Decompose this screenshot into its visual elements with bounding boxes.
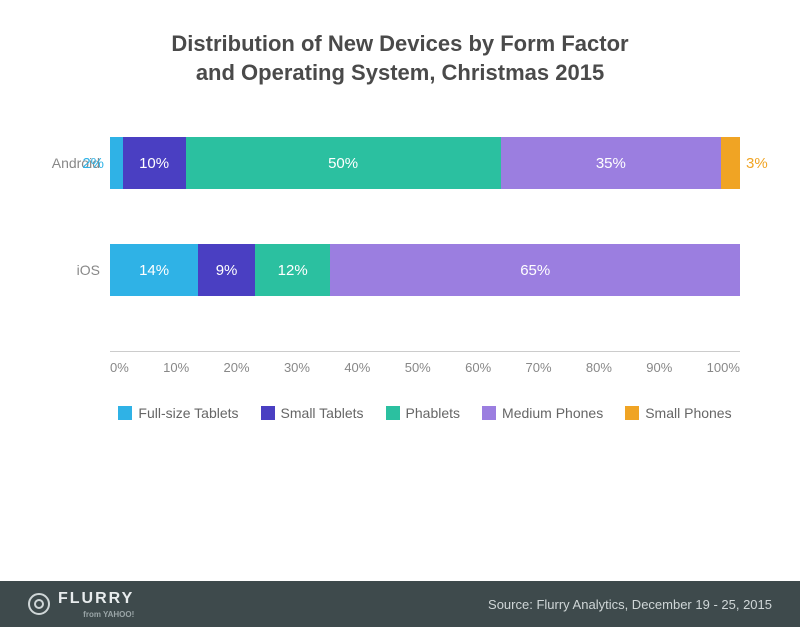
bar-segment: 65% (330, 244, 740, 296)
bar-segment: 3% (721, 137, 740, 189)
x-axis-tick: 40% (344, 360, 370, 375)
legend-label: Small Phones (645, 405, 731, 421)
x-axis-tick: 10% (163, 360, 189, 375)
segment-value-label: 35% (596, 155, 626, 172)
source-text: Source: Flurry Analytics, December 19 - … (488, 597, 772, 612)
stacked-bar: 14% 9% 12% 65% (110, 244, 740, 296)
bar-segment: 9% (198, 244, 255, 296)
bar-row: Android2%10%50%35%3% (110, 137, 740, 189)
segment-value-label: 10% (139, 155, 169, 172)
segment-value-label: 50% (328, 155, 358, 172)
legend-label: Small Tablets (281, 405, 364, 421)
title-line-1: Distribution of New Devices by Form Fact… (171, 31, 628, 56)
bars-group: Android2%10%50%35%3%iOS14%9%12%65% (110, 137, 740, 296)
bar-segment: 2% (110, 137, 123, 189)
legend: Full-size Tablets Small Tablets Phablets Me… (110, 405, 740, 421)
x-axis-tick: 0% (110, 360, 129, 375)
y-axis-label: iOS (40, 262, 100, 278)
x-axis: 0% 10% 20% 30% 40% 50% 60% 70% 80% 90% 100% (110, 351, 740, 375)
bar-segment: 12% (255, 244, 331, 296)
chart-title: Distribution of New Devices by Form Fact… (40, 30, 760, 87)
x-axis-tick: 60% (465, 360, 491, 375)
legend-item: Full-size Tablets (118, 405, 238, 421)
legend-label: Phablets (406, 405, 460, 421)
logo-subtext: from YAHOO! (58, 610, 134, 619)
legend-swatch (386, 406, 400, 420)
flurry-logo: FLURRY from YAHOO! (28, 590, 134, 619)
bar-segment: 35% (501, 137, 722, 189)
x-axis-tick: 90% (646, 360, 672, 375)
stacked-bar: 2% 10% 50% 35% 3% (110, 137, 740, 189)
segment-value-label: 3% (740, 155, 768, 172)
footer-bar: FLURRY from YAHOO! Source: Flurry Analyt… (0, 581, 800, 627)
logo-icon (28, 593, 50, 615)
segment-value-label: 65% (520, 262, 550, 279)
legend-swatch (118, 406, 132, 420)
x-axis-tick: 50% (405, 360, 431, 375)
x-axis-tick: 20% (224, 360, 250, 375)
segment-value-label: 14% (139, 262, 169, 279)
x-axis-tick: 80% (586, 360, 612, 375)
legend-item: Small Tablets (261, 405, 364, 421)
bar-segment: 14% (110, 244, 198, 296)
x-axis-tick: 70% (526, 360, 552, 375)
logo-text: FLURRY (58, 590, 134, 608)
bar-segment: 50% (186, 137, 501, 189)
x-axis-tick: 30% (284, 360, 310, 375)
title-line-2: and Operating System, Christmas 2015 (196, 60, 604, 85)
segment-value-label: 2% (82, 155, 110, 172)
legend-swatch (261, 406, 275, 420)
chart-container: Distribution of New Devices by Form Fact… (0, 0, 800, 421)
legend-item: Small Phones (625, 405, 731, 421)
segment-value-label: 12% (278, 262, 308, 279)
segment-value-label: 9% (216, 262, 238, 279)
legend-label: Medium Phones (502, 405, 603, 421)
legend-label: Full-size Tablets (138, 405, 238, 421)
bar-row: iOS14%9%12%65% (110, 244, 740, 296)
legend-item: Medium Phones (482, 405, 603, 421)
legend-item: Phablets (386, 405, 460, 421)
bar-segment: 10% (123, 137, 186, 189)
legend-swatch (482, 406, 496, 420)
legend-swatch (625, 406, 639, 420)
x-axis-tick: 100% (707, 360, 740, 375)
plot-area: Android2%10%50%35%3%iOS14%9%12%65% 0%10%… (110, 137, 740, 421)
